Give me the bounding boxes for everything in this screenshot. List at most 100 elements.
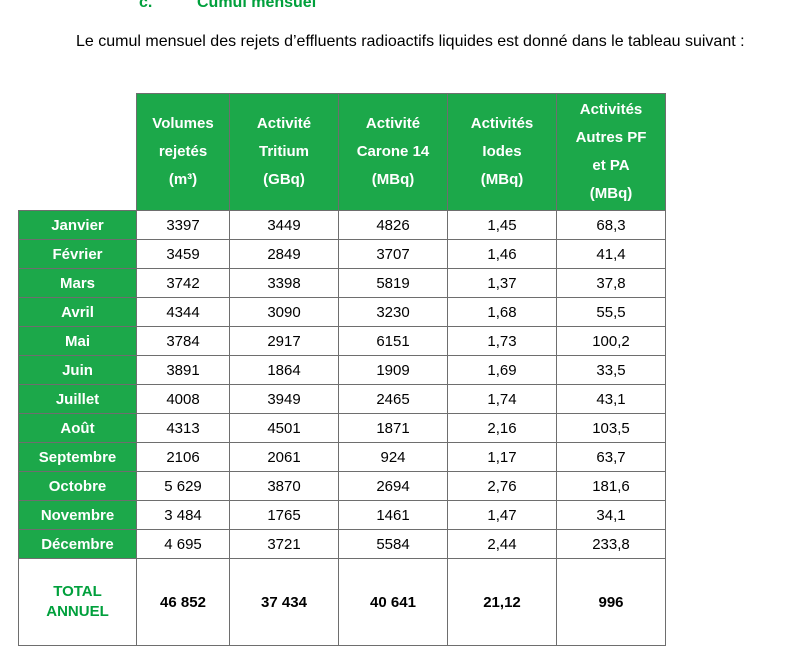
table-row: Février 3459 2849 3707 1,46 41,4 — [18, 239, 666, 269]
month-label: Avril — [18, 297, 137, 327]
section-heading: c. Cumul mensuel — [139, 0, 316, 12]
table-row: Juin 3891 1864 1909 1,69 33,5 — [18, 355, 666, 385]
cell-carbon14: 2694 — [338, 471, 448, 501]
cell-other-pf-pa: 100,2 — [556, 326, 666, 356]
cell-other-pf-pa: 55,5 — [556, 297, 666, 327]
cell-carbon14: 924 — [338, 442, 448, 472]
table-row: Avril 4344 3090 3230 1,68 55,5 — [18, 297, 666, 327]
cell-iodes: 1,37 — [447, 268, 557, 298]
total-label: TOTAL ANNUEL — [18, 558, 137, 646]
cell-tritium: 2849 — [229, 239, 339, 269]
cell-volumes: 4008 — [136, 384, 230, 414]
cell-tritium: 3949 — [229, 384, 339, 414]
month-label: Mars — [18, 268, 137, 298]
section-letter: c. — [139, 0, 153, 11]
cell-iodes: 1,17 — [447, 442, 557, 472]
cell-tritium: 3870 — [229, 471, 339, 501]
cell-volumes: 4344 — [136, 297, 230, 327]
month-label: Juillet — [18, 384, 137, 414]
cell-volumes: 5 629 — [136, 471, 230, 501]
cell-volumes: 3397 — [136, 210, 230, 240]
cell-volumes: 4313 — [136, 413, 230, 443]
month-label: Mai — [18, 326, 137, 356]
cell-tritium: 3090 — [229, 297, 339, 327]
cell-carbon14: 1909 — [338, 355, 448, 385]
cell-iodes: 2,44 — [447, 529, 557, 559]
cell-volumes: 3891 — [136, 355, 230, 385]
cell-other-pf-pa: 233,8 — [556, 529, 666, 559]
cell-volumes: 4 695 — [136, 529, 230, 559]
cell-volumes: 2106 — [136, 442, 230, 472]
cell-other-pf-pa: 181,6 — [556, 471, 666, 501]
table-row: Novembre 3 484 1765 1461 1,47 34,1 — [18, 500, 666, 530]
cell-other-pf-pa: 33,5 — [556, 355, 666, 385]
cell-tritium: 2061 — [229, 442, 339, 472]
cell-iodes: 1,45 — [447, 210, 557, 240]
intro-paragraph: Le cumul mensuel des rejets d’effluents … — [76, 33, 745, 50]
month-label: Décembre — [18, 529, 137, 559]
month-label: Juin — [18, 355, 137, 385]
total-volumes: 46 852 — [136, 558, 230, 646]
cell-tritium: 3449 — [229, 210, 339, 240]
cell-volumes: 3459 — [136, 239, 230, 269]
cell-other-pf-pa: 43,1 — [556, 384, 666, 414]
cell-tritium: 3398 — [229, 268, 339, 298]
total-iodes: 21,12 — [447, 558, 557, 646]
month-label: Septembre — [18, 442, 137, 472]
cell-volumes: 3 484 — [136, 500, 230, 530]
cell-iodes: 1,68 — [447, 297, 557, 327]
cell-volumes: 3742 — [136, 268, 230, 298]
table-header-row: Volumes rejetés (m³) Activité Tritium (G… — [18, 93, 666, 211]
cell-other-pf-pa: 103,5 — [556, 413, 666, 443]
table-row: Août 4313 4501 1871 2,16 103,5 — [18, 413, 666, 443]
total-carbon14: 40 641 — [338, 558, 448, 646]
cell-iodes: 1,47 — [447, 500, 557, 530]
col-header-other-pf-pa: Activités Autres PF et PA (MBq) — [556, 93, 666, 211]
cell-iodes: 2,16 — [447, 413, 557, 443]
total-other-pf-pa: 996 — [556, 558, 666, 646]
cell-other-pf-pa: 63,7 — [556, 442, 666, 472]
cell-carbon14: 4826 — [338, 210, 448, 240]
cell-tritium: 2917 — [229, 326, 339, 356]
month-label: Janvier — [18, 210, 137, 240]
cell-carbon14: 3707 — [338, 239, 448, 269]
table-row: Janvier 3397 3449 4826 1,45 68,3 — [18, 210, 666, 240]
cell-volumes: 3784 — [136, 326, 230, 356]
cell-tritium: 1864 — [229, 355, 339, 385]
cell-carbon14: 5584 — [338, 529, 448, 559]
month-label: Novembre — [18, 500, 137, 530]
section-title: Cumul mensuel — [197, 0, 317, 11]
cell-carbon14: 6151 — [338, 326, 448, 356]
month-label: Février — [18, 239, 137, 269]
col-header-tritium: Activité Tritium (GBq) — [229, 93, 339, 211]
cell-other-pf-pa: 34,1 — [556, 500, 666, 530]
cell-carbon14: 2465 — [338, 384, 448, 414]
table-row: Mai 3784 2917 6151 1,73 100,2 — [18, 326, 666, 356]
col-header-volumes: Volumes rejetés (m³) — [136, 93, 230, 211]
cell-iodes: 1,69 — [447, 355, 557, 385]
cell-other-pf-pa: 68,3 — [556, 210, 666, 240]
cell-carbon14: 1461 — [338, 500, 448, 530]
cell-carbon14: 5819 — [338, 268, 448, 298]
cell-tritium: 3721 — [229, 529, 339, 559]
table-row: Mars 3742 3398 5819 1,37 37,8 — [18, 268, 666, 298]
cell-tritium: 4501 — [229, 413, 339, 443]
cell-iodes: 2,76 — [447, 471, 557, 501]
cell-iodes: 1,73 — [447, 326, 557, 356]
cell-carbon14: 3230 — [338, 297, 448, 327]
table-row: Septembre 2106 2061 924 1,17 63,7 — [18, 442, 666, 472]
monthly-effluent-table: Volumes rejetés (m³) Activité Tritium (G… — [18, 93, 666, 646]
cell-tritium: 1765 — [229, 500, 339, 530]
header-corner — [18, 93, 137, 211]
cell-iodes: 1,74 — [447, 384, 557, 414]
total-tritium: 37 434 — [229, 558, 339, 646]
table-row: Octobre 5 629 3870 2694 2,76 181,6 — [18, 471, 666, 501]
cell-other-pf-pa: 37,8 — [556, 268, 666, 298]
col-header-carbon14: Activité Carone 14 (MBq) — [338, 93, 448, 211]
table-body: Janvier 3397 3449 4826 1,45 68,3 Février 3459 28… — [18, 210, 666, 559]
total-row: TOTAL ANNUEL 46 852 37 434 40 641 21,12 … — [18, 558, 666, 646]
table-row: Juillet 4008 3949 2465 1,74 43,1 — [18, 384, 666, 414]
month-label: Août — [18, 413, 137, 443]
col-header-iodes: Activités Iodes (MBq) — [447, 93, 557, 211]
cell-iodes: 1,46 — [447, 239, 557, 269]
